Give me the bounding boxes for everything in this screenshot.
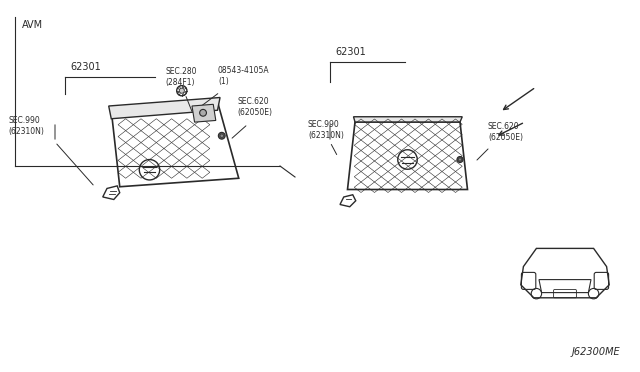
Circle shape [179, 88, 184, 93]
Circle shape [200, 109, 207, 116]
Polygon shape [353, 117, 462, 122]
Polygon shape [109, 97, 220, 119]
Text: SEC.280
(284F1): SEC.280 (284F1) [165, 67, 196, 87]
Text: J62300ME: J62300ME [572, 347, 620, 357]
Text: SEC.990
(62310N): SEC.990 (62310N) [308, 120, 344, 140]
Text: 08543-4105A
(1): 08543-4105A (1) [218, 66, 269, 86]
Text: 62301: 62301 [70, 62, 100, 72]
Circle shape [220, 134, 223, 137]
Text: SEC.620
(62050E): SEC.620 (62050E) [237, 97, 272, 117]
Circle shape [458, 158, 461, 161]
Text: SEC.990
(62310N): SEC.990 (62310N) [8, 116, 44, 136]
Text: AVM: AVM [22, 20, 43, 30]
Text: 62301: 62301 [335, 47, 365, 57]
Polygon shape [192, 104, 216, 122]
Text: SEC.620
(62050E): SEC.620 (62050E) [488, 122, 523, 142]
Circle shape [457, 157, 463, 163]
Circle shape [218, 132, 225, 139]
